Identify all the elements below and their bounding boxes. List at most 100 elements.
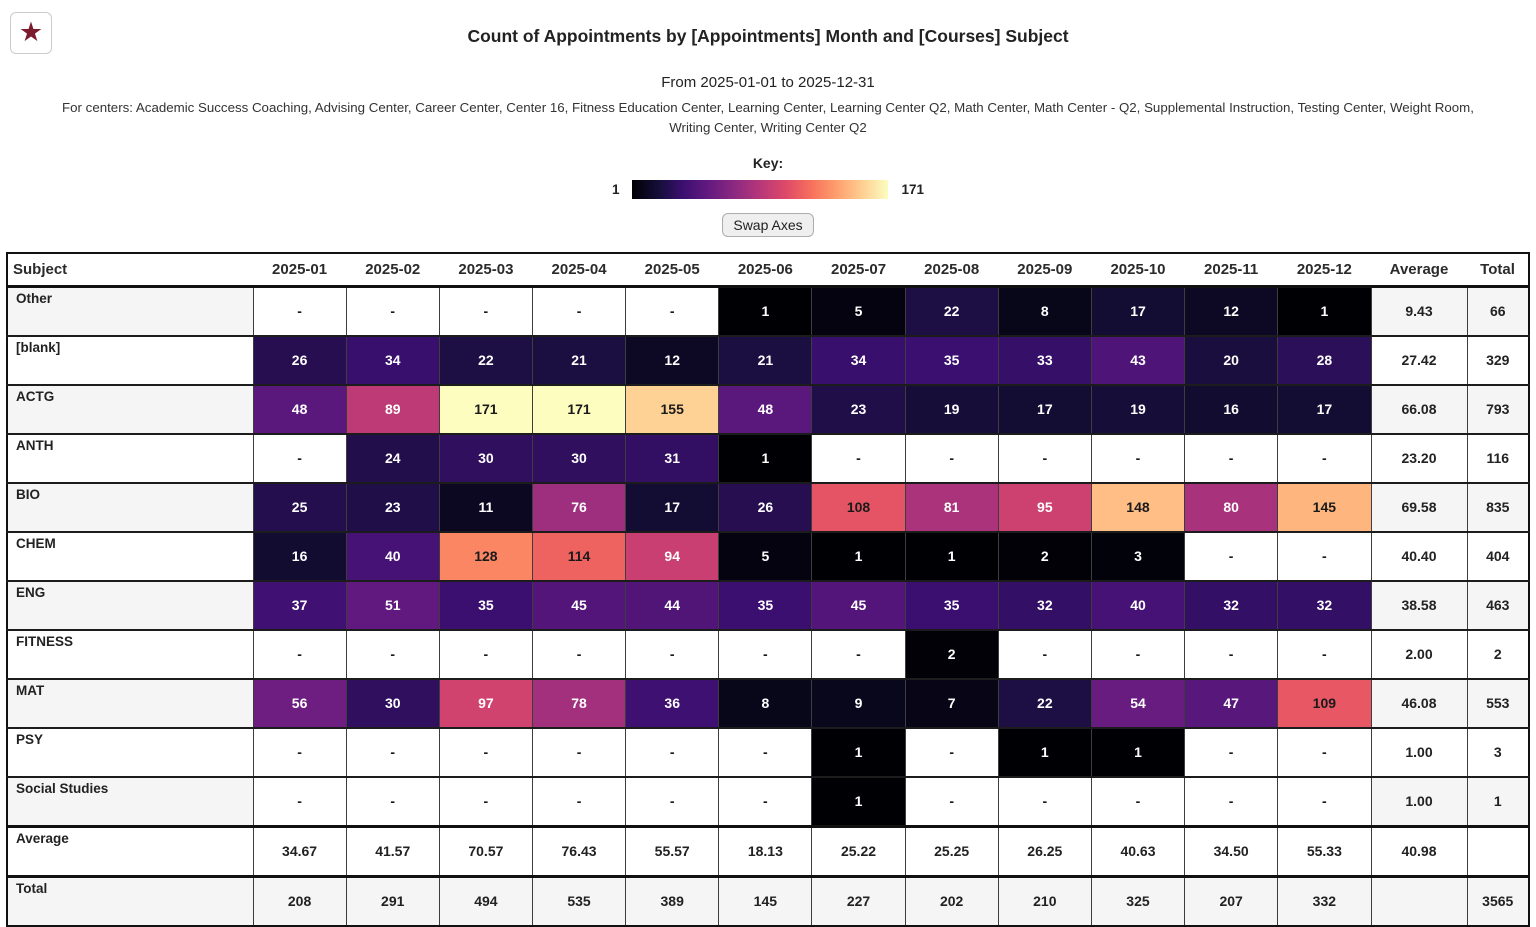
summary-cell: 76.43	[531, 825, 627, 877]
legend-max-label: 171	[901, 181, 925, 197]
heatmap-cell: -	[438, 727, 533, 778]
heatmap-cell: 9	[811, 678, 906, 729]
heatmap-cell: 21	[718, 335, 813, 386]
heatmap-cell: 36	[625, 678, 720, 729]
month-column-header: 2025-05	[625, 252, 719, 288]
heatmap-cell: 5	[718, 531, 813, 582]
heatmap-cell: -	[625, 776, 720, 827]
summary-cell: 325	[1090, 875, 1186, 927]
heatmap-cell: 16	[252, 531, 347, 582]
heatmap-cell: -	[1277, 531, 1372, 582]
row-label: MAT	[6, 678, 254, 729]
row-total-cell: 1	[1466, 776, 1530, 827]
page-title: Count of Appointments by [Appointments] …	[467, 26, 1069, 46]
month-column-header: 2025-02	[346, 252, 440, 288]
month-column-header: 2025-01	[253, 252, 347, 288]
subject-row: ACTG 48 89 171 171 155 48 23 19 17 19 16 17 66.08 793	[6, 384, 1530, 435]
heatmap-cell: 21	[531, 335, 627, 386]
heatmap-cell: 12	[1184, 285, 1279, 337]
heatmap-cell: -	[1184, 433, 1279, 484]
legend-gradient-bar	[632, 179, 889, 199]
summary-cell: 34.67	[252, 825, 347, 877]
favorite-button[interactable]: ★	[10, 12, 52, 54]
heatmap-cell: 40	[1090, 580, 1186, 631]
heatmap-cell: 1	[811, 776, 906, 827]
heatmap-cell: -	[1277, 433, 1372, 484]
swap-axes-button[interactable]: Swap Axes	[722, 212, 814, 237]
heatmap-cell: -	[345, 285, 440, 337]
summary-cell: 70.57	[438, 825, 533, 877]
heatmap-cell: 35	[718, 580, 813, 631]
summary-cell: 291	[345, 875, 440, 927]
month-column-header: 2025-10	[1091, 252, 1185, 288]
row-total-cell: 553	[1466, 678, 1530, 729]
heatmap-table: Subject 2025-01 2025-02 2025-03 2025-04 2025-…	[6, 251, 1530, 927]
heatmap-cell: 148	[1090, 482, 1186, 533]
summary-cell: 207	[1184, 875, 1279, 927]
heatmap-cell: 47	[1184, 678, 1279, 729]
summary-cell: 18.13	[718, 825, 813, 877]
row-total-cell: 2	[1466, 629, 1530, 680]
summary-cell: 210	[997, 875, 1092, 927]
subject-row: Other - - - - -1 5 22 8 17 12 1 9.43 66	[6, 285, 1530, 337]
summary-cell: 40.63	[1090, 825, 1186, 877]
heatmap-cell: 30	[345, 678, 440, 729]
heatmap-cell: 22	[997, 678, 1092, 729]
summary-total-cell	[1466, 825, 1530, 877]
heatmap-cell: 22	[438, 335, 533, 386]
heatmap-cell: 1	[1090, 727, 1186, 778]
heatmap-cell: 23	[345, 482, 440, 533]
heatmap-cell: 89	[345, 384, 440, 435]
heatmap-cell: -	[1090, 776, 1186, 827]
summary-cell: 55.33	[1277, 825, 1372, 877]
summary-cell: 389	[625, 875, 720, 927]
heatmap-cell: 35	[904, 580, 999, 631]
heatmap-cell: 26	[718, 482, 813, 533]
heatmap-cell: 155	[625, 384, 720, 435]
heatmap-cell: 23	[811, 384, 906, 435]
heatmap-cell: -	[811, 629, 906, 680]
row-label: BIO	[6, 482, 254, 533]
heatmap-cell: 2	[904, 629, 999, 680]
month-column-header: 2025-03	[439, 252, 533, 288]
summary-total-cell: 3565	[1466, 875, 1530, 927]
summary-cell: 332	[1277, 875, 1372, 927]
heatmap-cell: 48	[718, 384, 813, 435]
heatmap-cell: 128	[438, 531, 533, 582]
heatmap-cell: 1	[1277, 285, 1372, 337]
heatmap-table-container: Subject 2025-01 2025-02 2025-03 2025-04 2025-…	[6, 251, 1530, 927]
heatmap-cell: 114	[531, 531, 627, 582]
summary-cell: 25.22	[811, 825, 906, 877]
subject-row: BIO 25 23 11 76 17 26 108 81 95 148 80 145 69.58 835	[6, 482, 1530, 533]
heatmap-cell: 44	[625, 580, 720, 631]
summary-cell: 208	[252, 875, 347, 927]
heatmap-cell: -	[252, 776, 347, 827]
row-average-cell: 46.08	[1370, 678, 1468, 729]
heatmap-cell: 43	[1090, 335, 1186, 386]
summary-cell: 55.57	[625, 825, 720, 877]
heatmap-cell: 1	[718, 433, 813, 484]
heatmap-cell: -	[531, 727, 627, 778]
heatmap-cell: 28	[1277, 335, 1372, 386]
heatmap-cell: -	[904, 776, 999, 827]
heatmap-cell: 1	[718, 285, 813, 337]
heatmap-cell: -	[625, 629, 720, 680]
row-label: ACTG	[6, 384, 254, 435]
subject-row: ENG 37 51 35 45 44 35 45 35 32 40 32 32 38.58 463	[6, 580, 1530, 631]
heatmap-cell: 24	[345, 433, 440, 484]
heatmap-cell: 8	[997, 285, 1092, 337]
heatmap-cell: 11	[438, 482, 533, 533]
row-label: Other	[6, 285, 254, 337]
subject-row: MAT 56 30 97 78 36 8 9 7 22 54 47 109 46.08 553	[6, 678, 1530, 729]
heatmap-cell: 145	[1277, 482, 1372, 533]
summary-cell: 145	[718, 875, 813, 927]
row-total-cell: 463	[1466, 580, 1530, 631]
heatmap-cell: -	[531, 629, 627, 680]
heatmap-cell: 25	[252, 482, 347, 533]
heatmap-cell: 32	[997, 580, 1092, 631]
heatmap-cell: 8	[718, 678, 813, 729]
heatmap-cell: -	[345, 727, 440, 778]
subject-row: Social Studies - - - - - -1- - - - -1.00 1	[6, 776, 1530, 827]
row-average-cell: 69.58	[1370, 482, 1468, 533]
row-total-cell: 66	[1466, 285, 1530, 337]
